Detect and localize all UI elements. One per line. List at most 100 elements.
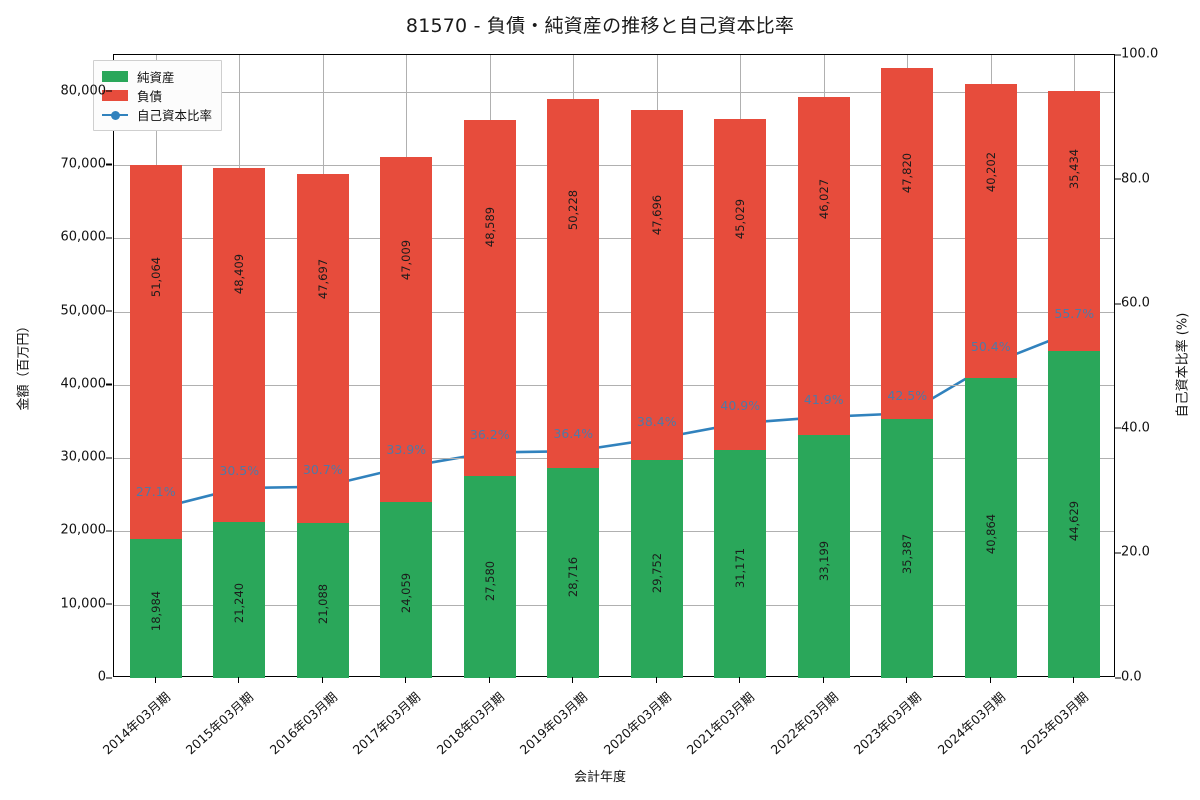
y-tick-mark-left <box>106 237 112 239</box>
bar-equity[interactable] <box>630 459 683 678</box>
bar-value-label-equity: 44,629 <box>1067 500 1082 542</box>
legend-swatch-icon <box>102 90 128 101</box>
bar-equity[interactable] <box>213 522 266 678</box>
bar-value-label-liability: 35,434 <box>1067 148 1082 190</box>
y-tick-label-right-text: 80.0 <box>1121 171 1150 187</box>
bar-equity[interactable] <box>296 523 349 678</box>
y-tick-mark-left <box>106 677 112 679</box>
y-tick-left: 60,000 <box>10 230 112 245</box>
bar-value-label-equity: 21,088 <box>315 583 330 624</box>
y-tick-mark-right <box>1115 303 1121 305</box>
bar-liability[interactable] <box>129 164 182 539</box>
legend-item[interactable]: 負債 <box>102 86 212 105</box>
y-tick-label-left-text: 80,000 <box>60 83 107 99</box>
legend-label: 純資産 <box>137 70 175 85</box>
x-tick-mark <box>405 677 407 683</box>
x-tick-label: 2024年03月期 <box>934 689 1008 758</box>
y-tick-mark-right <box>1115 427 1121 429</box>
x-tick-mark <box>739 677 741 683</box>
bar-liability[interactable] <box>964 83 1017 379</box>
bar-equity[interactable] <box>964 378 1017 678</box>
x-tick-mark <box>488 677 490 683</box>
bar-value-label-equity: 24,059 <box>399 573 414 614</box>
bar-equity[interactable] <box>1048 350 1101 678</box>
bar-liability[interactable] <box>463 119 516 476</box>
y-tick-left: 80,000 <box>10 83 112 99</box>
y-tick-right: 20.0 <box>1115 544 1150 560</box>
x-tick-mark <box>906 677 908 683</box>
x-tick-label: 2025年03月期 <box>1017 689 1092 758</box>
y-tick-label-right-text: 0.0 <box>1121 669 1142 685</box>
bar-value-label-liability: 48,409 <box>232 253 247 295</box>
bar-liability[interactable] <box>630 110 683 460</box>
bar-liability[interactable] <box>714 119 767 450</box>
gridline-horizontal <box>114 531 1114 533</box>
bar-liability[interactable] <box>213 167 266 523</box>
x-tick-label: 2022年03月期 <box>767 689 841 758</box>
y-tick-right: 0.0 <box>1115 669 1142 685</box>
legend-label: 負債 <box>137 89 163 104</box>
bar-value-label-equity: 35,387 <box>900 533 915 574</box>
y-tick-left: 40,000 <box>10 376 112 391</box>
x-tick-mark <box>321 677 323 683</box>
y-tick-left: 50,000 <box>10 303 112 318</box>
bar-value-label-liability: 45,029 <box>733 198 748 239</box>
ratio-value-label: 27.1% <box>135 484 176 500</box>
y-tick-mark-left <box>106 90 112 92</box>
bar-liability[interactable] <box>1048 91 1101 351</box>
y-tick-mark-right <box>1115 54 1121 56</box>
bar-liability[interactable] <box>881 68 934 419</box>
y-tick-label-left-text: 0 <box>97 669 106 685</box>
bar-equity[interactable] <box>547 467 600 678</box>
x-tick-label: 2014年03月期 <box>99 689 173 758</box>
bar-equity[interactable] <box>797 434 850 678</box>
y-tick-label-right-text: 20.0 <box>1121 544 1150 560</box>
bar-equity[interactable] <box>129 538 182 678</box>
bar-value-label-liability: 50,228 <box>566 189 581 230</box>
bar-equity[interactable] <box>463 475 516 678</box>
bar-equity[interactable] <box>380 501 433 678</box>
ratio-value-label: 40.9% <box>720 398 761 414</box>
y-tick-mark-left <box>106 383 112 385</box>
plot-area: 18,984 51,064 21,240 48,409 21,088 47,697 24,0… <box>113 54 1115 678</box>
y-tick-mark-left <box>106 310 112 312</box>
ratio-value-label: 36.2% <box>469 427 510 443</box>
y-tick-left: 30,000 <box>10 450 112 465</box>
x-tick-label: 2016年03月期 <box>266 689 340 758</box>
bar-liability[interactable] <box>296 173 349 524</box>
bar-liability[interactable] <box>380 157 433 502</box>
x-tick-mark <box>572 677 574 683</box>
bar-value-label-equity: 33,199 <box>816 541 831 582</box>
y-tick-label-left-text: 10,000 <box>60 596 107 612</box>
x-tick-mark <box>238 677 240 683</box>
bar-value-label-liability: 47,820 <box>900 153 915 194</box>
y-tick-left: 10,000 <box>10 596 112 612</box>
ratio-value-label: 50.4% <box>970 339 1011 354</box>
ratio-line <box>155 329 1075 511</box>
y-axis-label-right: 自己資本比率 (%) <box>1175 312 1191 418</box>
bar-liability[interactable] <box>547 99 600 468</box>
bar-equity[interactable] <box>714 449 767 678</box>
y-tick-label-left-text: 20,000 <box>60 522 107 538</box>
bar-value-label-equity: 29,752 <box>649 553 664 594</box>
x-tick-mark <box>1073 677 1075 683</box>
y-tick-mark-right <box>1115 178 1121 180</box>
chart-title: 81570 - 負債・純資産の推移と自己資本比率 <box>405 15 795 37</box>
legend-item[interactable]: 純資産 <box>102 67 212 86</box>
y-tick-right: 100.0 <box>1115 47 1158 62</box>
bar-value-label-liability: 46,027 <box>816 178 831 219</box>
bar-equity[interactable] <box>881 418 934 678</box>
gridline-horizontal <box>114 384 1114 386</box>
y-tick-right: 60.0 <box>1115 296 1150 311</box>
ratio-value-label: 55.7% <box>1054 305 1095 321</box>
x-tick-mark <box>989 677 991 683</box>
bar-liability[interactable] <box>797 97 850 435</box>
ratio-value-label: 38.4% <box>636 413 677 429</box>
chart-legend: 純資産負債 自己資本比率 <box>93 60 223 131</box>
y-tick-left: 0 <box>10 669 112 685</box>
bar-value-label-equity: 27,580 <box>482 560 497 602</box>
gridline-horizontal <box>114 238 1114 240</box>
legend-item[interactable]: 自己資本比率 <box>102 105 212 124</box>
ratio-value-label: 42.5% <box>887 388 928 404</box>
gridline-horizontal <box>114 311 1114 313</box>
